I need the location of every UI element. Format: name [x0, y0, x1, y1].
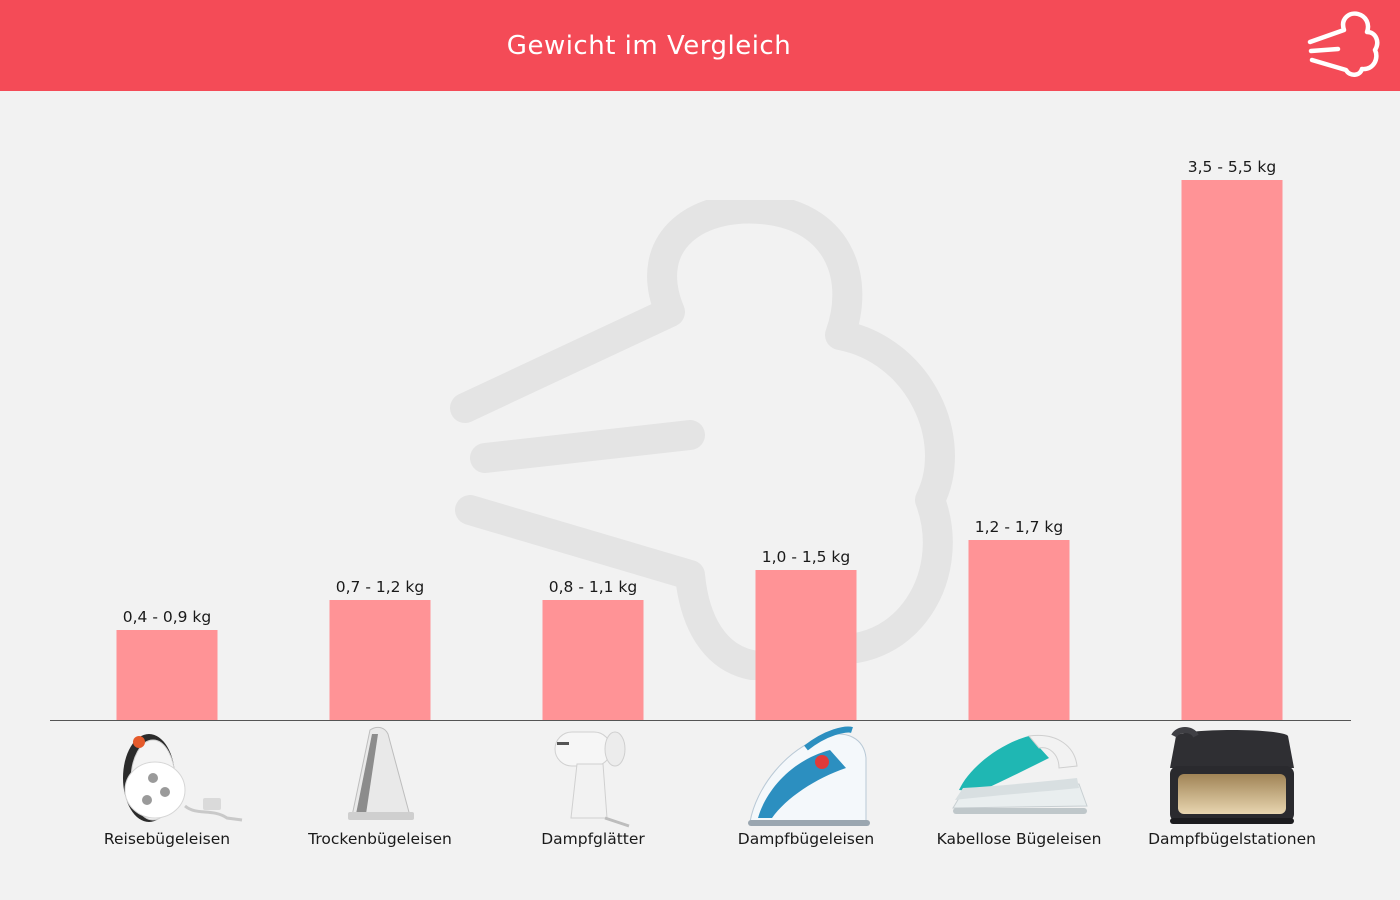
bar-5: [968, 540, 1070, 720]
data-labels-layer: 0,4 - 0,9 kg 0,7 - 1,2 kg 0,8 - 1,1 kg 1,0 …: [123, 158, 1277, 626]
cordless-iron-icon: [952, 734, 1088, 814]
bar-6: [1181, 180, 1283, 720]
data-label-1: 0,4 - 0,9 kg: [123, 608, 212, 626]
category-label-6: Dampfbügelstationen: [1148, 830, 1316, 848]
dry-iron-icon: [348, 726, 414, 820]
steamer-icon: [554, 731, 630, 828]
bar-4: [755, 570, 857, 720]
category-label-3: Dampfglätter: [541, 830, 645, 848]
category-label-2: Trockenbügeleisen: [307, 830, 452, 848]
travel-iron-icon: [123, 734, 243, 822]
data-label-3: 0,8 - 1,1 kg: [549, 578, 638, 596]
steam-iron-icon: [748, 726, 870, 826]
header-bar: Gewicht im Vergleich: [0, 0, 1400, 91]
bars-layer: [116, 180, 1283, 720]
data-label-4: 1,0 - 1,5 kg: [762, 548, 851, 566]
category-label-1: Reisebügeleisen: [104, 830, 230, 848]
data-label-2: 0,7 - 1,2 kg: [336, 578, 425, 596]
data-label-6: 3,5 - 5,5 kg: [1188, 158, 1277, 176]
bar-3: [542, 600, 644, 720]
bar-2: [329, 600, 431, 720]
data-label-5: 1,2 - 1,7 kg: [975, 518, 1064, 536]
bar-1: [116, 630, 218, 720]
steam-cloud-icon: [1307, 11, 1380, 77]
category-label-4: Dampfbügeleisen: [738, 830, 874, 848]
category-labels-layer: Reisebügeleisen Trockenbügeleisen Dampfglä…: [104, 830, 1316, 848]
steam-station-icon: [1170, 727, 1294, 824]
page-title: Gewicht im Vergleich: [506, 31, 792, 61]
category-label-5: Kabellose Bügeleisen: [937, 830, 1102, 848]
